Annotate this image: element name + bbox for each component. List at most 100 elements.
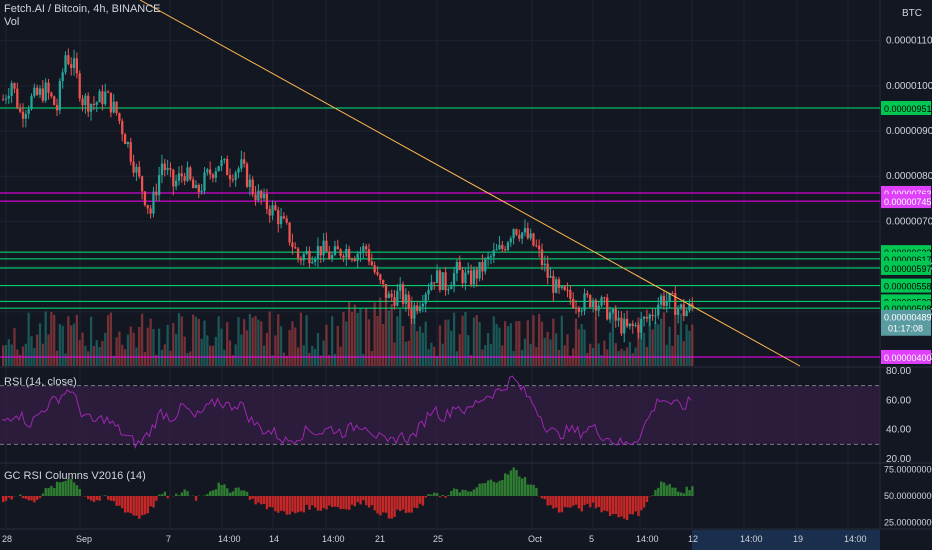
gc-column [328, 496, 331, 506]
current-price-tag [881, 309, 931, 336]
candles [2, 48, 694, 343]
candle-body [183, 176, 186, 181]
gc-column [123, 496, 127, 513]
candle-body [521, 232, 524, 239]
candle-body [206, 169, 209, 173]
volume-bar [427, 349, 430, 366]
volume-bar [138, 327, 141, 366]
candle-body [220, 160, 223, 167]
candle-body [72, 58, 76, 68]
gc-column [523, 477, 527, 496]
gc-column [104, 495, 107, 496]
candle-body [50, 92, 53, 97]
candle-body [691, 303, 694, 307]
candle-body [413, 305, 416, 319]
gc-column [353, 496, 357, 507]
candle-body [373, 265, 376, 273]
candle-body [642, 316, 646, 319]
candle-body [308, 250, 311, 264]
candle-body [472, 269, 476, 285]
volume-bar [359, 308, 362, 366]
gc-column [350, 496, 354, 505]
gc-column [138, 496, 141, 519]
volume-bar [376, 315, 379, 366]
candle-body [333, 246, 337, 255]
volume-bar [262, 345, 266, 366]
candle-body [345, 248, 348, 258]
volume-bar [606, 349, 609, 366]
candle-body [353, 259, 356, 261]
gc-column [492, 481, 496, 496]
volume-bar [41, 343, 44, 366]
time-tick-label: Sep [76, 534, 92, 544]
volume-bar [557, 349, 561, 366]
candle-body [563, 286, 566, 290]
rsi-tick-label: 80.00 [886, 366, 911, 377]
volume-bar [313, 349, 317, 366]
candle-body [435, 270, 439, 284]
gc-column [651, 495, 654, 496]
candle-body [302, 253, 305, 261]
candle-body [628, 323, 632, 327]
volume-bar [529, 343, 532, 366]
volume-bar [523, 338, 527, 366]
gc-column [305, 496, 308, 505]
volume-bar [379, 297, 382, 366]
volume-bar [484, 345, 487, 366]
candle-body [396, 290, 399, 306]
vol-label: Vol [4, 16, 20, 28]
gc-column [339, 496, 342, 510]
gc-column [245, 491, 249, 496]
gc-column [464, 489, 467, 496]
candle-body [438, 270, 442, 290]
candle-body [121, 121, 124, 135]
candle-body [535, 245, 538, 247]
rsi-tick-label: 60.00 [886, 395, 911, 406]
volume-bar [152, 328, 155, 366]
volume-bar [92, 345, 96, 366]
volume-bar [447, 319, 450, 366]
volume-bar [89, 316, 93, 366]
volume-bar [248, 313, 252, 366]
rsi-band-fill [0, 385, 880, 445]
gc-column [296, 496, 300, 513]
volume-bar [691, 324, 694, 366]
gc-column [336, 496, 340, 508]
gc-column [194, 496, 198, 501]
level-price-tag-text: 0.00000617 [884, 255, 932, 265]
currency-label: BTC [902, 8, 922, 19]
gc-column [659, 481, 663, 496]
gc-column [84, 496, 87, 497]
rsi-tick-label: 40.00 [886, 425, 911, 436]
volume-bar [552, 318, 555, 366]
candle-body [81, 98, 84, 106]
candle-body [140, 176, 144, 192]
gc-column [685, 486, 688, 496]
candle-body [393, 297, 396, 306]
candle-body [512, 229, 515, 239]
gc-column [311, 496, 314, 506]
candle-body [319, 246, 322, 256]
candle-body [492, 250, 495, 257]
gc-column [67, 478, 70, 496]
gc-column [572, 496, 575, 506]
candle-body [356, 253, 359, 261]
gc-column [503, 473, 507, 496]
candle-body [313, 259, 317, 262]
candle-body [342, 255, 345, 258]
volume-bar [64, 353, 67, 366]
gc-column [404, 496, 408, 513]
candle-body [277, 210, 280, 225]
candle-body [288, 222, 291, 243]
gc-column [98, 496, 101, 501]
volume-bar [623, 350, 626, 366]
candle-body [36, 87, 39, 95]
candle-body [427, 289, 430, 295]
gc-column [586, 496, 589, 504]
gc-column [262, 496, 266, 504]
level-price-tag [881, 349, 931, 364]
volume-bar [413, 318, 416, 366]
volume-bar [251, 317, 254, 366]
gc-column [506, 474, 510, 496]
